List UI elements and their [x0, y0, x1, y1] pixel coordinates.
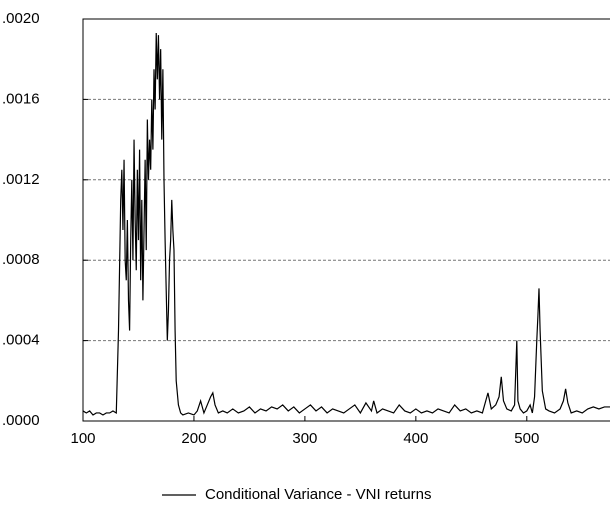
x-tick-label: 400: [403, 430, 428, 447]
legend-label: Conditional Variance - VNI returns: [205, 486, 432, 503]
y-tick-label: .0000: [2, 412, 40, 429]
x-tick-label: 500: [514, 430, 539, 447]
y-tick-label: .0012: [2, 171, 40, 188]
x-tick-label: 100: [70, 430, 95, 447]
plot-frame: [82, 18, 610, 422]
series-line: [82, 33, 610, 416]
y-tick-label: .0008: [2, 251, 40, 268]
y-tick-label: .0016: [2, 90, 40, 107]
x-tick-label: 300: [292, 430, 317, 447]
y-tick-label: .0004: [2, 332, 40, 349]
x-tick-label: 200: [181, 430, 206, 447]
y-tick-label: .0020: [2, 10, 40, 27]
